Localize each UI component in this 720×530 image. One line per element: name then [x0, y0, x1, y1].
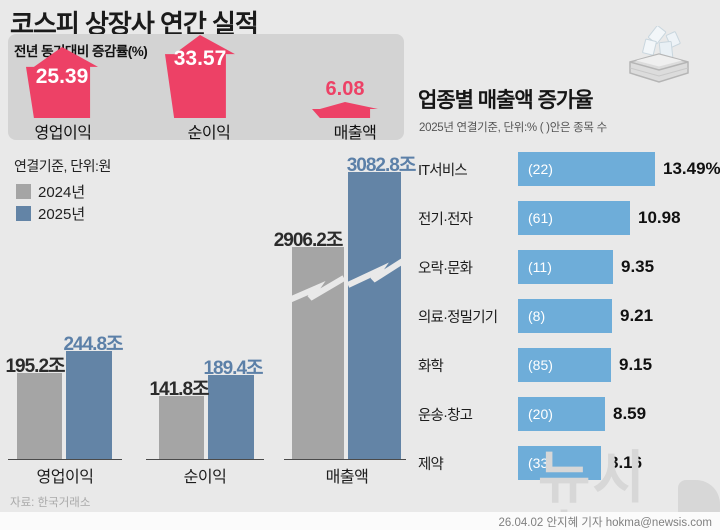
bar-2024-revenue	[292, 247, 344, 459]
sector-label: 전기·전자	[418, 211, 473, 228]
sector-stock-count: (22)	[528, 161, 553, 177]
axis-line	[146, 459, 264, 460]
sector-stock-count: (20)	[528, 406, 553, 422]
axis-category-label: 순이익	[183, 469, 227, 486]
sector-value: 13.49%	[663, 159, 720, 178]
sector-label: 오락·문화	[418, 260, 473, 277]
bar-value-label: 141.8조	[149, 379, 209, 400]
sector-row: 오락·문화 (11) 9.35	[418, 250, 716, 284]
sector-label: 제약	[418, 456, 444, 473]
sector-bar: (8)	[518, 299, 612, 333]
sector-row: 화학 (85) 9.15	[418, 348, 716, 382]
bar-value-label: 2906.2조	[273, 230, 344, 251]
sector-chart-subtitle: 2025년 연결기준, 단위:% ( )안은 종목 수	[419, 122, 607, 134]
sector-row: 전기·전자 (61) 10.98	[418, 201, 716, 235]
growth-category-label: 순이익	[187, 125, 231, 142]
growth-value: 6.08	[325, 78, 365, 100]
sector-row: IT서비스 (22) 13.49%	[418, 152, 720, 186]
bar-2024-net-profit	[159, 396, 204, 459]
bar-value-label: 3082.8조	[346, 155, 417, 176]
growth-category-label: 영업이익	[34, 125, 92, 142]
legend-swatch-2025	[16, 206, 31, 221]
bar-2025-operating-profit	[66, 351, 112, 459]
up-arrow-icon	[312, 102, 378, 118]
sector-stock-count: (85)	[528, 357, 553, 373]
legend-label: 2024년	[38, 184, 86, 201]
sector-row: 의료·정밀기기 (8) 9.21	[418, 299, 716, 333]
credit-line: 26.04.02 안지혜 기자 hokma@newsis.com	[498, 517, 712, 529]
source-note: 자료: 한국거래소	[10, 497, 91, 509]
sector-value: 8.16	[609, 453, 643, 472]
sector-stock-count: (33)	[528, 455, 553, 471]
sector-value: 8.59	[613, 404, 647, 423]
bar-2024-operating-profit	[17, 373, 62, 459]
legend-item-2024: 2024년	[16, 181, 85, 202]
axis-line	[8, 459, 122, 460]
axis-category-label: 매출액	[325, 469, 369, 486]
sector-label: 화학	[418, 358, 444, 375]
collection-box-icon	[629, 26, 689, 83]
bar-value-label: 189.4조	[203, 358, 263, 379]
sector-row: 운송·창고 (20) 8.59	[418, 397, 716, 431]
axis-category-label: 영업이익	[36, 469, 94, 486]
sector-label: 의료·정밀기기	[418, 309, 498, 326]
sector-label: 운송·창고	[418, 407, 473, 424]
sector-label: IT서비스	[418, 162, 468, 179]
sector-stock-count: (61)	[528, 210, 553, 226]
sector-bar: (22)	[518, 152, 655, 186]
sector-bar: (61)	[518, 201, 630, 235]
bar-value-label: 195.2조	[5, 356, 65, 377]
legend-swatch-2024	[16, 184, 31, 199]
sector-stock-count: (11)	[528, 259, 552, 275]
legend-item-2025: 2025년	[16, 203, 85, 224]
sector-row: 제약 (33) 8.16	[418, 446, 716, 480]
sector-value: 9.35	[621, 257, 655, 276]
sector-bar: (11)	[518, 250, 613, 284]
chart-note: 연결기준, 단위:원	[14, 158, 111, 174]
growth-panel-label: 전년 동기대비 증감률(%)	[14, 44, 148, 59]
sector-value: 9.21	[620, 306, 654, 325]
bar-value-label: 244.8조	[63, 334, 123, 355]
sector-bar: (33)	[518, 446, 601, 480]
sector-stock-count: (8)	[528, 308, 546, 324]
growth-value: 25.39	[35, 65, 89, 88]
growth-panel: 전년 동기대비 증감률(%) 25.39 33.57 6.08 영업이익 순이익…	[8, 34, 404, 142]
axis-line	[284, 459, 406, 460]
sector-chart-title: 업종별 매출액 증가율	[418, 89, 594, 112]
bar-2025-net-profit	[208, 375, 254, 459]
growth-value: 33.57	[173, 47, 227, 70]
footer-strip: 26.04.02 안지혜 기자 hokma@newsis.com	[0, 512, 720, 530]
sector-value: 9.15	[619, 355, 653, 374]
growth-category-label: 매출액	[333, 125, 377, 142]
legend-label: 2025년	[38, 206, 86, 223]
bar-2025-revenue	[348, 172, 401, 459]
sector-value: 10.98	[638, 208, 681, 227]
sector-bar: (85)	[518, 348, 611, 382]
sector-bar: (20)	[518, 397, 605, 431]
